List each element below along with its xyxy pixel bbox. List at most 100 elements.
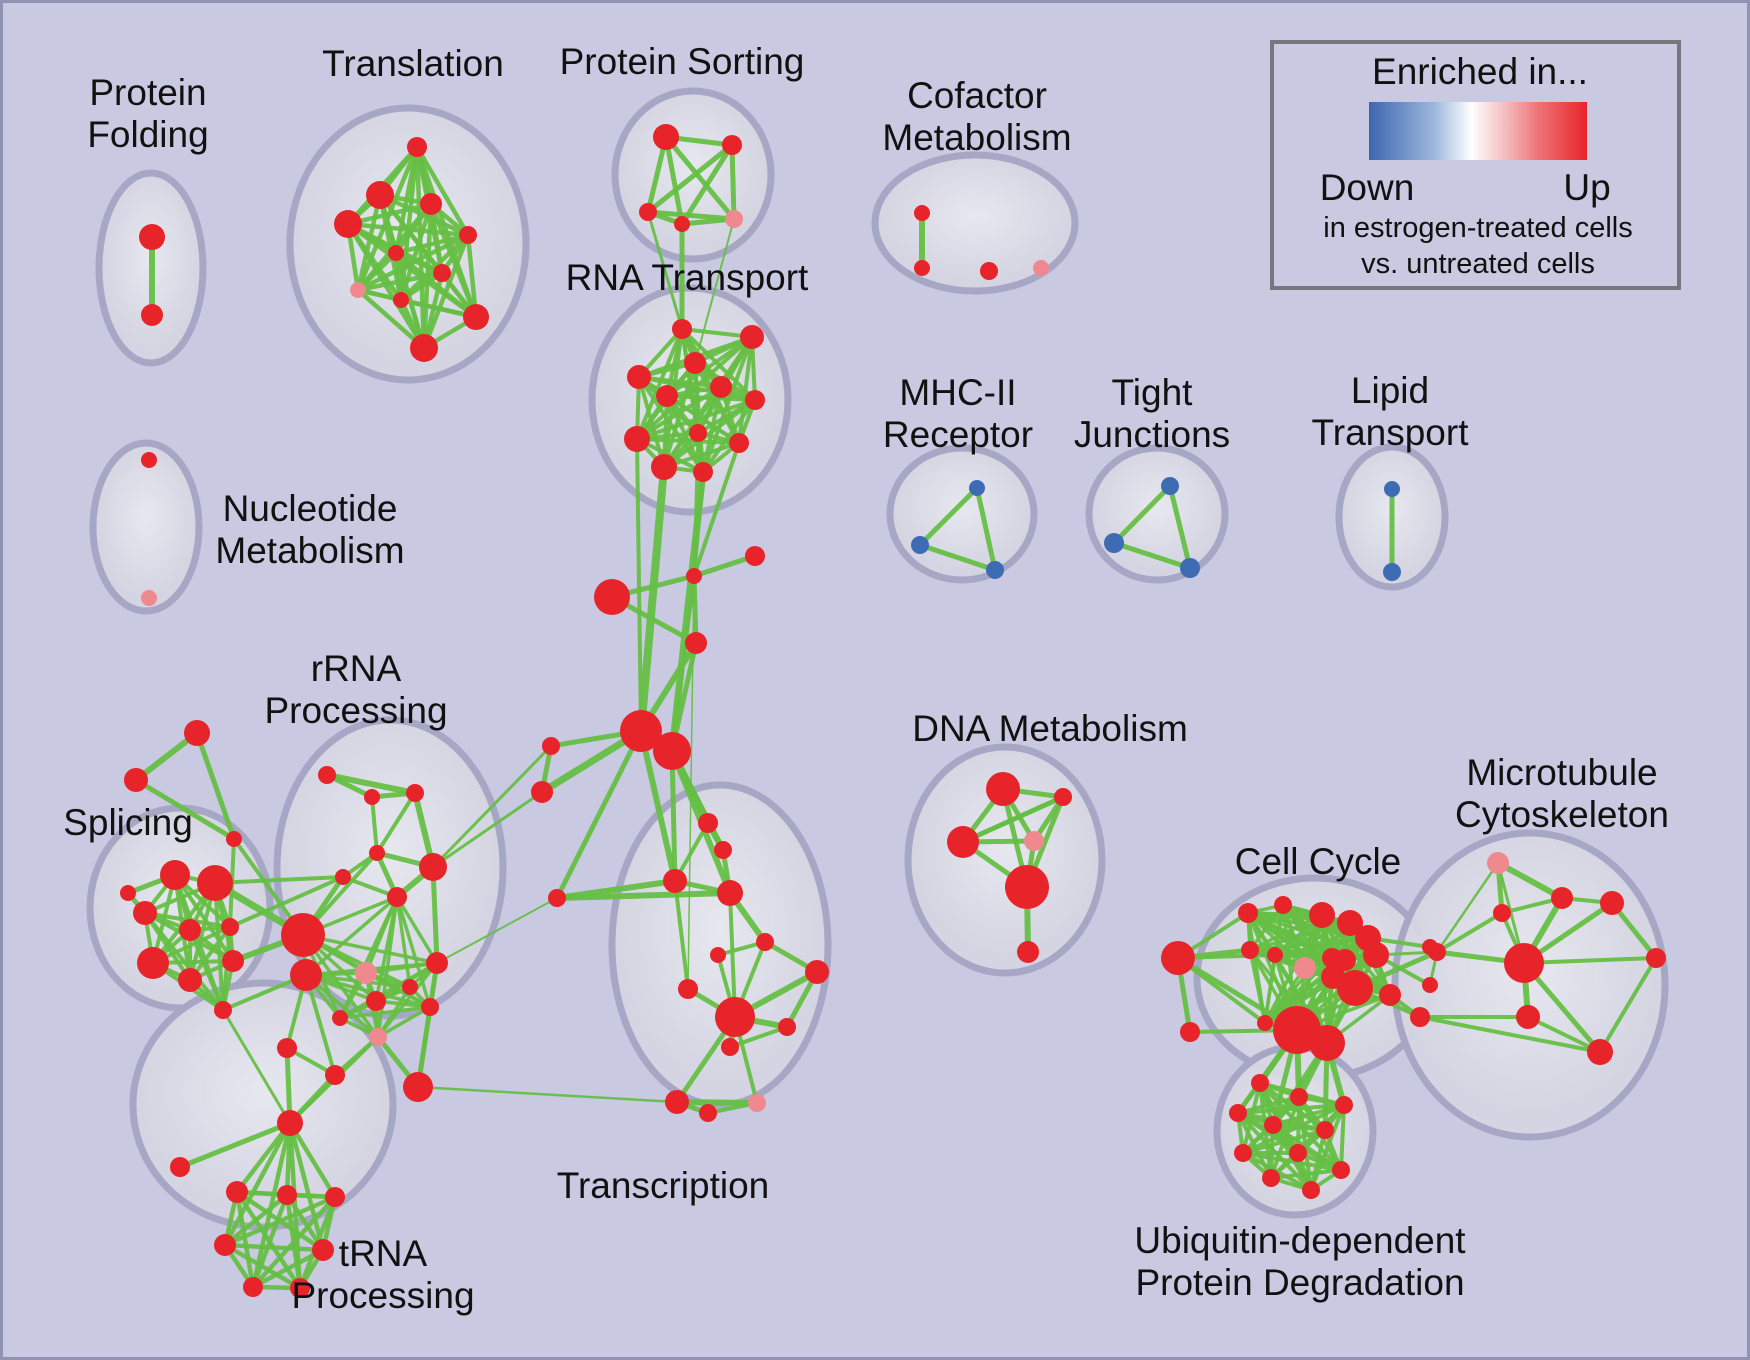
gene-set-node-spt2 [124,768,148,792]
gene-set-node-txL1 [548,889,566,907]
gene-set-node-mt3 [1493,904,1511,922]
gene-set-node-t7 [433,264,451,282]
edge [234,1120,293,1195]
edge [395,895,412,989]
edge [917,542,998,573]
gene-set-node-tx11 [721,1038,739,1056]
cluster-label-lipid-transport: Transport [1312,412,1470,453]
gene-set-node-rt7 [745,390,765,410]
gene-set-node-tx5 [756,933,774,951]
gene-set-node-rr16 [325,1065,345,1085]
edge [662,441,741,469]
cluster-label-microtubule-cytoskeleton: Microtubule [1466,752,1657,793]
gene-set-node-tj2 [1104,533,1124,553]
edge [338,961,439,1020]
edge [1598,956,1658,1054]
gene-set-node-dm4 [1024,831,1044,851]
edge [1339,1103,1346,1172]
cluster-label-lipid-transport: Lipid [1351,370,1429,411]
gene-set-node-mtb [1504,943,1544,983]
edge [355,250,399,293]
edge [635,327,684,441]
legend-subtitle-line2: vs. untreated cells [1361,248,1595,280]
cluster-label-cell-cycle: Cell Cycle [1235,841,1402,882]
edge [431,790,544,869]
edge [1248,903,1285,952]
gene-set-node-tx9 [715,997,755,1037]
gene-set-node-ps4 [674,216,690,232]
gene-set-node-rt1 [672,319,692,339]
edge [691,553,758,579]
edge [345,201,434,227]
edge [222,1242,303,1291]
cluster-label-rrna-processing: Processing [264,690,447,731]
gene-set-node-rr1 [318,766,336,784]
cluster-ellipse-tight-junctions [1085,444,1229,584]
gene-set-node-ps1 [653,124,679,150]
gene-set-node-cc14 [1257,1015,1273,1031]
gene-set-node-t8 [350,282,366,298]
edge [222,1194,338,1248]
edge [701,398,757,474]
edge [635,437,741,445]
edge [287,1120,338,1200]
cluster-label-translation: Translation [322,43,504,84]
legend-gradient-bar [1369,102,1587,160]
gene-set-node-rr3 [406,784,424,802]
gene-set-node-ub10 [1262,1169,1280,1187]
gene-set-node-sp5 [221,918,239,936]
gene-set-node-cc11 [1363,942,1389,968]
gene-set-node-tn3 [325,1187,345,1207]
gene-set-node-hub1 [620,710,662,752]
edge [646,210,684,331]
cluster-label-mhc-ii-receptor: MHC-II [899,372,1016,413]
gene-set-node-t11 [410,334,438,362]
gene-set-node-nm1 [141,452,157,468]
edge [213,881,225,1012]
edge [728,1025,789,1049]
gene-set-node-tx3 [663,869,687,893]
edge [370,795,379,855]
edge [554,728,644,901]
gene-set-node-cf4 [1033,260,1049,276]
gene-set-node-tn6 [243,1277,263,1297]
edge [737,335,754,445]
gene-set-node-rr8 [355,962,377,984]
gene-set-node-mt2 [1551,887,1573,909]
gene-set-node-cc3 [1309,902,1335,928]
cluster-label-trna-processing: Processing [291,1275,474,1316]
cluster-label-protein-folding: Protein [89,72,206,113]
edge [338,1005,432,1020]
edge [364,971,432,1009]
gene-set-node-mt7 [1587,1039,1613,1065]
edge [1526,1015,1602,1054]
gene-set-node-sp7 [178,968,202,992]
gene-set-node-mt4 [1428,943,1446,961]
gene-set-node-sp9 [214,1001,232,1019]
legend-box [1270,40,1681,290]
edge [679,142,735,227]
gene-set-node-cc4 [1337,910,1363,936]
edge [670,574,696,753]
gene-set-node-tx10 [778,1018,796,1036]
gene-set-node-rt9 [624,426,650,452]
edge [234,1189,256,1290]
gene-set-node-tx7 [805,960,829,984]
cluster-label-tight-junctions: Junctions [1074,414,1230,455]
gene-set-node-sp8 [222,950,244,972]
edge [465,232,479,320]
gene-set-node-rt3 [684,352,706,374]
edge [1273,921,1352,957]
cluster-ellipse-transcription [608,781,832,1109]
gene-set-node-sp3 [133,901,157,925]
gene-set-node-cf1 [914,205,930,221]
gene-set-node-cch1 [1273,1006,1321,1054]
edge [228,875,345,929]
edge [961,795,1065,844]
gene-set-node-mh3 [986,561,1004,579]
edge [222,1120,293,1248]
gene-set-node-tx2 [714,841,732,859]
gene-set-node-tx14 [748,1094,766,1112]
edge [301,933,439,965]
